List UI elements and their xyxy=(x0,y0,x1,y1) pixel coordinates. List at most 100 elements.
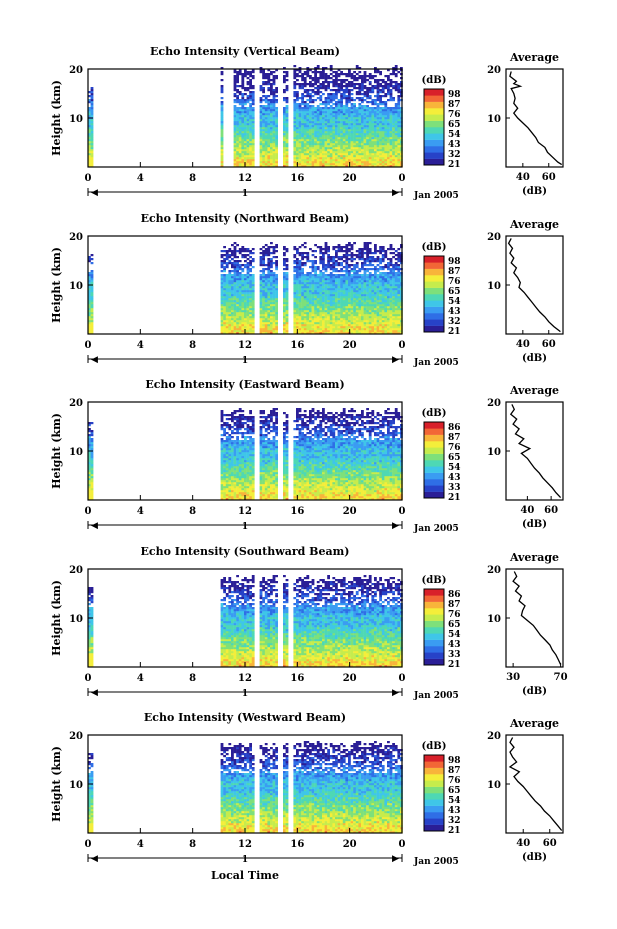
heatmap-cell xyxy=(233,324,237,327)
heatmap-cell xyxy=(267,314,271,317)
heatmap-cell xyxy=(283,280,286,283)
heatmap-cell xyxy=(285,308,289,311)
heatmap-cell xyxy=(90,103,94,106)
heatmap-cell xyxy=(366,312,369,315)
heatmap-cell xyxy=(358,155,362,158)
heatmap-cell xyxy=(384,266,388,269)
heatmap-cell xyxy=(311,127,315,130)
heatmap-cell xyxy=(363,145,367,148)
heatmap-cell xyxy=(337,248,341,251)
heatmap-cell xyxy=(322,139,325,142)
heatmap-cell xyxy=(246,127,250,130)
heatmap-cell xyxy=(251,153,255,156)
heatmap-cell xyxy=(236,135,239,138)
heatmap-cell xyxy=(303,137,307,140)
heatmap-cell xyxy=(361,159,364,162)
heatmap-cell xyxy=(272,71,276,74)
heatmap-cell xyxy=(394,149,398,152)
heatmap-cell xyxy=(270,85,273,88)
heatmap-cell xyxy=(337,304,341,307)
heatmap-cell xyxy=(264,135,268,138)
heatmap-cell xyxy=(90,157,94,160)
heatmap-cell xyxy=(376,79,380,82)
heatmap-cell xyxy=(249,113,252,116)
heatmap-cell xyxy=(220,157,224,160)
heatmap-cell xyxy=(231,288,234,291)
heatmap-cell xyxy=(376,316,380,319)
heatmap-cell xyxy=(90,113,94,116)
heatmap-cell xyxy=(293,260,297,263)
heatmap-cell xyxy=(348,135,351,138)
heatmap-cell xyxy=(231,324,234,327)
heatmap-cell xyxy=(298,316,302,319)
heatmap-cell xyxy=(309,109,312,112)
heatmap-cell xyxy=(335,322,338,325)
heatmap-cell xyxy=(345,316,349,319)
heatmap-cell xyxy=(244,111,247,114)
heatmap-cell xyxy=(314,306,317,309)
heatmap-cell xyxy=(251,127,255,130)
heatmap-cell xyxy=(314,117,317,120)
heatmap-cell xyxy=(348,81,351,84)
heatmap-cell xyxy=(392,135,395,138)
heatmap-cell xyxy=(296,135,299,138)
heatmap-cell xyxy=(361,276,364,279)
heatmap-cell xyxy=(306,310,310,313)
heatmap-cell xyxy=(329,161,333,164)
heatmap-cell xyxy=(345,123,349,126)
heatmap-cell xyxy=(345,300,349,303)
heatmap-cell xyxy=(283,304,286,307)
heatmap-cell xyxy=(272,318,276,321)
heatmap-cell xyxy=(249,157,252,160)
heatmap-cell xyxy=(259,153,263,156)
heatmap-cell xyxy=(335,284,338,287)
heatmap-cell xyxy=(353,300,356,303)
heatmap-cell xyxy=(309,280,312,283)
heatmap-cell xyxy=(259,165,263,168)
heatmap-cell xyxy=(301,264,304,267)
heatmap-cell xyxy=(350,119,354,122)
heatmap-cell xyxy=(259,296,263,299)
heatmap-cell xyxy=(316,266,320,269)
heatmap-cell xyxy=(251,324,255,327)
heatmap-cell xyxy=(236,326,239,329)
heatmap-cell xyxy=(319,292,323,295)
heatmap-cell xyxy=(381,121,385,124)
heatmap-cell xyxy=(296,157,299,160)
heatmap-cell xyxy=(303,328,307,331)
heatmap-cell xyxy=(327,330,330,333)
heatmap-cell xyxy=(249,145,252,148)
heatmap-cell xyxy=(225,298,229,301)
heatmap-cell xyxy=(236,256,239,259)
heatmap-cell xyxy=(296,153,299,156)
heatmap-cell xyxy=(238,131,242,134)
heatmap-cell xyxy=(303,306,307,309)
heatmap-cell xyxy=(303,157,307,160)
heatmap-cell xyxy=(301,77,304,80)
heatmap-cell xyxy=(233,153,237,156)
heatmap-cell xyxy=(275,324,278,327)
heatmap-cell xyxy=(314,322,317,325)
heatmap-cell xyxy=(236,119,239,122)
heatmap-cell xyxy=(249,318,252,321)
heatmap-cell xyxy=(267,266,271,269)
heatmap-cell xyxy=(236,99,239,102)
heatmap-cell xyxy=(296,123,299,126)
heatmap-cell xyxy=(303,310,307,313)
heatmap-cell xyxy=(251,111,255,114)
heatmap-cell xyxy=(90,300,94,303)
heatmap-cell xyxy=(361,165,364,168)
heatmap-cell xyxy=(264,165,268,168)
heatmap-cell xyxy=(233,115,237,118)
heatmap-cell xyxy=(275,153,278,156)
heatmap-cell xyxy=(335,278,338,281)
heatmap-cell xyxy=(353,314,356,317)
heatmap-cell xyxy=(262,282,265,285)
heatmap-cell xyxy=(238,272,242,275)
heatmap-cell xyxy=(381,89,385,92)
heatmap-cell xyxy=(296,141,299,144)
heatmap-cell xyxy=(272,274,276,277)
heatmap-cell xyxy=(389,95,393,98)
heatmap-cell xyxy=(293,286,297,289)
heatmap-cell xyxy=(314,151,317,154)
